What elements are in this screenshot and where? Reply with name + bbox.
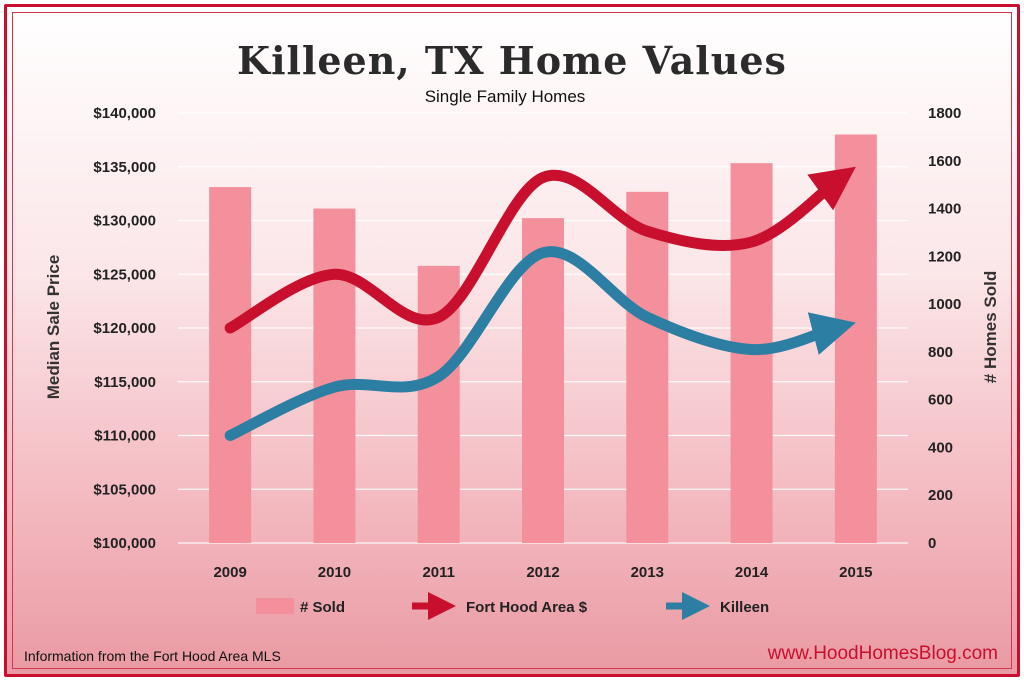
y-tick-label: $105,000 (93, 481, 156, 498)
sold-bar (522, 218, 564, 543)
y-tick-label: $110,000 (94, 428, 156, 445)
y2-tick-label: 1000 (928, 296, 961, 313)
x-tick-label: 2014 (735, 564, 769, 581)
y2-tick-label: 400 (928, 439, 953, 456)
legend-label-killeen: Killeen (720, 599, 769, 616)
x-tick-label: 2009 (213, 564, 246, 581)
y-tick-label: $135,000 (93, 159, 156, 176)
price-lines (224, 166, 856, 441)
killeen-line (224, 246, 856, 441)
x-tick-label: 2013 (631, 564, 664, 581)
sold-bars (209, 134, 877, 544)
x-tick-label: 2012 (526, 564, 559, 581)
sold-bar (313, 208, 356, 544)
source-note: Information from the Fort Hood Area MLS (24, 648, 281, 664)
legend-swatch-sold (256, 598, 294, 614)
y2-tick-label: 200 (928, 487, 953, 504)
y-tick-label: $140,000 (93, 105, 156, 122)
sold-bar (209, 187, 252, 544)
y2-tick-label: 1800 (928, 105, 961, 122)
y-tick-label: $130,000 (93, 213, 156, 230)
y-tick-label: $100,000 (93, 535, 156, 552)
y-axis-title: Median Sale Price (44, 255, 63, 400)
y2-tick-label: 800 (928, 344, 953, 361)
y-tick-label: $120,000 (93, 320, 156, 337)
left-axis-ticks: $100,000 $105,000 $110,000 $115,000 $120,000… (93, 105, 156, 552)
x-tick-label: 2010 (318, 564, 351, 581)
sold-bar (626, 191, 669, 544)
sold-bar (834, 134, 877, 543)
chart-title: Killeen, TX Home Values (237, 38, 787, 83)
y2-tick-label: 1600 (928, 153, 961, 170)
right-axis-ticks: 0 200 400 600 800 1000 1200 1400 1600 1800 (928, 105, 961, 552)
chart-subtitle: Single Family Homes (425, 87, 586, 106)
y2-tick-label: 1200 (928, 248, 961, 265)
y2-tick-label: 1400 (928, 201, 961, 218)
website-link[interactable]: www.HoodHomesBlog.com (767, 643, 998, 664)
x-tick-label: 2015 (839, 564, 872, 581)
legend-label-sold: # Sold (300, 599, 345, 616)
x-axis-ticks: 2009 2010 2011 2012 2013 2014 2015 (213, 564, 872, 581)
x-tick-label: 2011 (422, 564, 455, 581)
y-tick-label: $125,000 (93, 266, 156, 283)
y2-axis-title: # Homes Sold (981, 271, 1000, 383)
y2-tick-label: 600 (928, 392, 953, 409)
fort-hood-line (224, 166, 856, 334)
legend: # Sold Fort Hood Area $ Killeen (256, 592, 769, 620)
legend-label-fort-hood: Fort Hood Area $ (466, 599, 588, 616)
y-tick-label: $115,000 (94, 374, 156, 391)
y2-tick-label: 0 (928, 535, 936, 552)
